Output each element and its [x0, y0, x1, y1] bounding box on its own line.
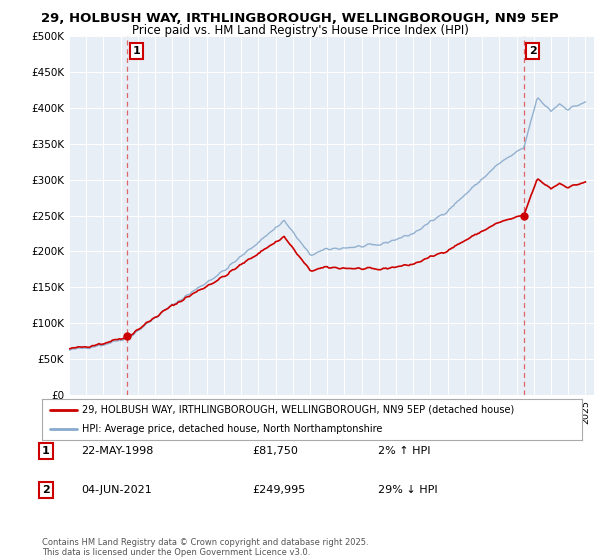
- Text: £81,750: £81,750: [252, 446, 298, 456]
- Text: Contains HM Land Registry data © Crown copyright and database right 2025.
This d: Contains HM Land Registry data © Crown c…: [42, 538, 368, 557]
- Text: £249,995: £249,995: [252, 485, 305, 495]
- Text: 2% ↑ HPI: 2% ↑ HPI: [378, 446, 431, 456]
- Text: 2: 2: [529, 46, 536, 56]
- Text: 29, HOLBUSH WAY, IRTHLINGBOROUGH, WELLINGBOROUGH, NN9 5EP: 29, HOLBUSH WAY, IRTHLINGBOROUGH, WELLIN…: [41, 12, 559, 25]
- Text: 29, HOLBUSH WAY, IRTHLINGBOROUGH, WELLINGBOROUGH, NN9 5EP (detached house): 29, HOLBUSH WAY, IRTHLINGBOROUGH, WELLIN…: [83, 405, 515, 415]
- Text: 1: 1: [133, 46, 140, 56]
- Text: 2: 2: [42, 485, 50, 495]
- Text: 22-MAY-1998: 22-MAY-1998: [81, 446, 154, 456]
- Text: 1: 1: [42, 446, 50, 456]
- Text: 04-JUN-2021: 04-JUN-2021: [81, 485, 152, 495]
- Text: 29% ↓ HPI: 29% ↓ HPI: [378, 485, 437, 495]
- Text: Price paid vs. HM Land Registry's House Price Index (HPI): Price paid vs. HM Land Registry's House …: [131, 24, 469, 36]
- Text: HPI: Average price, detached house, North Northamptonshire: HPI: Average price, detached house, Nort…: [83, 424, 383, 434]
